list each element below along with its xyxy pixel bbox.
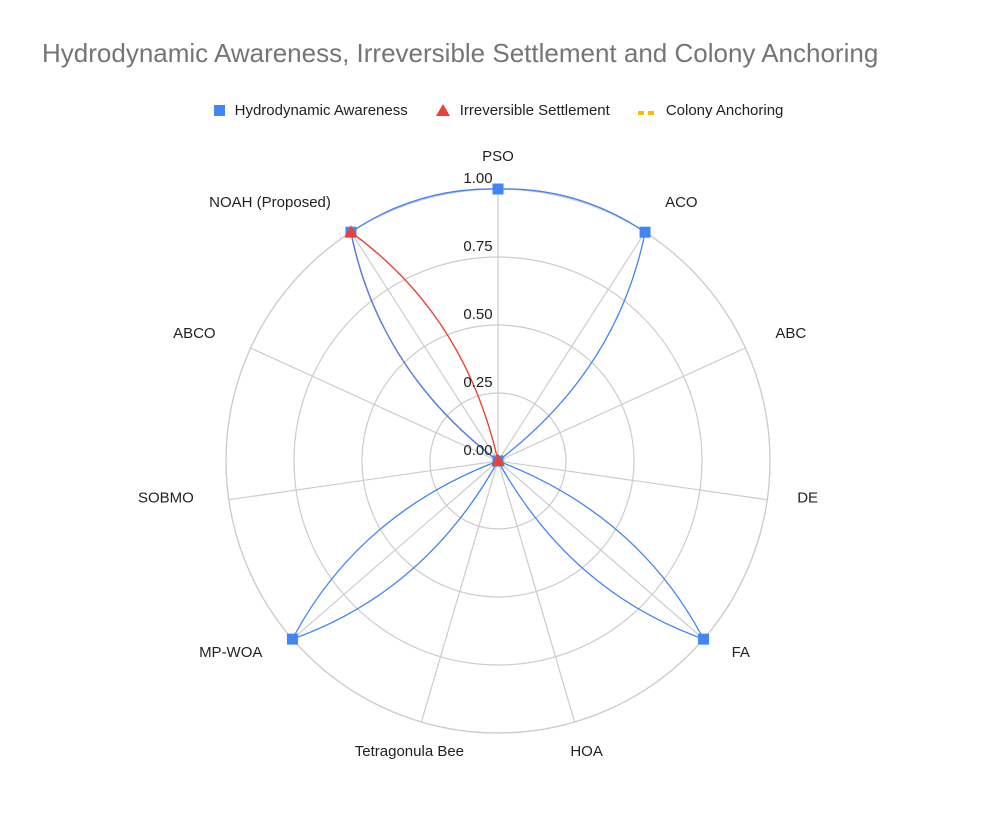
marker-square-7 bbox=[286, 633, 298, 645]
radial-tick-labels: 0.00 0.25 0.50 0.75 1.00 bbox=[463, 170, 492, 459]
legend-label: Hydrodynamic Awareness bbox=[234, 101, 408, 119]
marker-triangle-9 bbox=[491, 454, 505, 466]
spoke-7 bbox=[292, 460, 499, 640]
marker-square-4 bbox=[698, 633, 710, 645]
marker-triangle-10 bbox=[344, 225, 358, 238]
series-markers bbox=[286, 183, 710, 645]
legend-triangle-icon bbox=[435, 104, 450, 116]
legend-item-irreversible-settlement[interactable]: Irreversible Settlement bbox=[435, 98, 610, 122]
spoke-5 bbox=[497, 460, 576, 723]
category-label-1: ACO bbox=[665, 194, 698, 211]
spoke-6 bbox=[420, 460, 499, 723]
legend-square-icon bbox=[213, 105, 225, 116]
chart-title: Hydrodynamic Awareness, Irreversible Set… bbox=[42, 38, 879, 68]
legend-item-hydrodynamic-awareness[interactable]: Hydrodynamic Awareness bbox=[213, 98, 408, 122]
marker-square-1 bbox=[639, 226, 651, 238]
legend-dash-icon bbox=[637, 110, 656, 115]
radial-tick-label-2: 0.50 bbox=[463, 306, 492, 323]
spoke-1 bbox=[497, 231, 646, 462]
radial-tick-label-3: 0.75 bbox=[463, 238, 492, 255]
category-label-7: MP-WOA bbox=[199, 644, 262, 661]
spoke-4 bbox=[497, 460, 704, 640]
spoke-9 bbox=[250, 347, 499, 462]
legend-label: Irreversible Settlement bbox=[459, 101, 610, 119]
category-label-8: SOBMO bbox=[138, 490, 194, 507]
radial-tick-label-0: 0.00 bbox=[463, 442, 492, 459]
marker-square-0 bbox=[492, 183, 504, 195]
spoke-10 bbox=[350, 231, 499, 462]
category-label-9: ABCO bbox=[173, 325, 216, 342]
category-label-0: PSO bbox=[482, 148, 514, 165]
category-label-4: FA bbox=[732, 644, 750, 661]
radial-tick-label-4: 1.00 bbox=[463, 170, 492, 187]
legend-label: Colony Anchoring bbox=[665, 101, 784, 119]
radar-spokes bbox=[228, 189, 768, 723]
category-label-10: NOAH (Proposed) bbox=[209, 194, 331, 211]
category-label-5: HOA bbox=[570, 743, 603, 760]
spoke-2 bbox=[497, 347, 746, 462]
radial-tick-label-1: 0.25 bbox=[463, 374, 492, 391]
spoke-3 bbox=[497, 460, 768, 501]
legend-item-colony-anchoring[interactable]: Colony Anchoring bbox=[637, 98, 784, 122]
category-label-6: Tetragonula Bee bbox=[355, 743, 464, 760]
legend: Hydrodynamic Awareness Irreversible Sett… bbox=[0, 98, 997, 122]
category-label-2: ABC bbox=[775, 325, 806, 342]
category-labels: PSO ACO ABC DE FA HOA Tetragonula Bee MP-WOA SOB… bbox=[138, 148, 818, 760]
spoke-8 bbox=[228, 460, 499, 501]
category-label-3: DE bbox=[797, 490, 818, 507]
